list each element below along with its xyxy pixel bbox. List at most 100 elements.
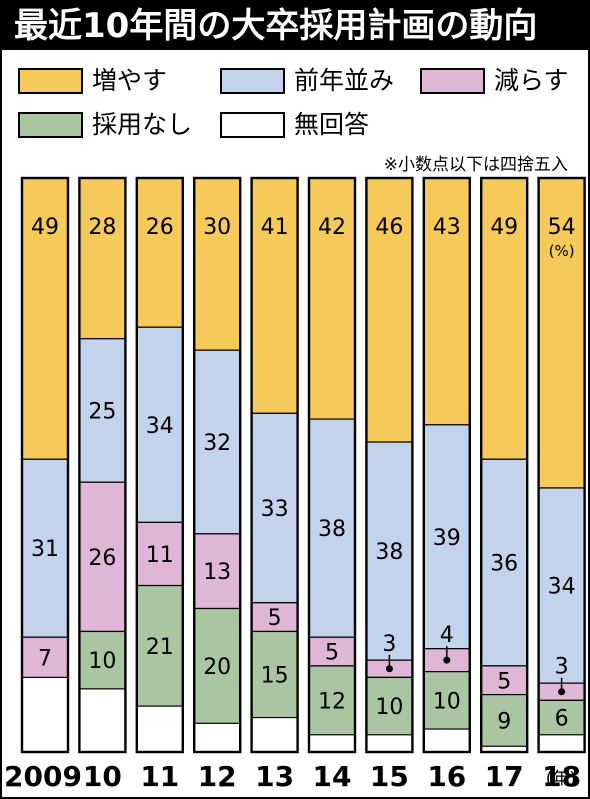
value-label-same-18: 34	[548, 575, 576, 600]
bar-17: 49 36 5 9	[480, 176, 529, 754]
value-label-same-10: 25	[88, 399, 116, 424]
bar-18: 54 34 3 6	[537, 176, 586, 754]
bar-2009: 49 31 7	[20, 176, 70, 754]
value-label-decrease-15: 3	[382, 632, 396, 657]
value-label-decrease-16: 4	[440, 623, 454, 648]
year-label-11: 11	[140, 760, 179, 793]
segment-none-17	[480, 693, 528, 747]
segment-decrease-12	[193, 533, 241, 610]
segment-none-15	[365, 676, 413, 736]
year-label-14: 14	[313, 760, 352, 793]
value-label-same-11: 34	[146, 414, 174, 439]
value-label-increase-15: 46	[375, 215, 403, 240]
year-label-18: 18	[542, 760, 581, 793]
value-label-none-14: 12	[318, 689, 346, 714]
legend-swatch-noanswer	[220, 112, 285, 138]
segment-same-14	[308, 418, 356, 638]
bar-outline-17	[480, 176, 529, 754]
bar-16: 43 39 4 10	[422, 176, 471, 754]
year-label-16: 16	[427, 760, 466, 793]
segment-none-11	[136, 584, 184, 707]
year-label-2009: 2009	[4, 760, 82, 793]
bar-13: 41 33 5 15	[250, 176, 299, 754]
segment-none-13	[251, 630, 299, 719]
value-label-increase-17: 49	[490, 215, 518, 240]
segment-none-16	[423, 671, 471, 730]
value-label-decrease-11: 11	[146, 543, 174, 568]
title-bar: 最近10年間の大卒採用計画の動向	[2, 2, 588, 50]
bar-outline-11	[135, 176, 185, 754]
segment-increase-10	[78, 177, 127, 340]
bar-outline-12	[192, 176, 242, 754]
segment-same-17	[480, 458, 528, 667]
year-unit-label: (年)	[546, 769, 576, 789]
year-label-17: 17	[485, 760, 524, 793]
legend-swatch-increase	[18, 68, 83, 94]
segment-decrease-2009	[21, 636, 69, 678]
bar-12: 30 32 13 20	[192, 176, 242, 754]
year-label-12: 12	[198, 760, 237, 793]
value-label-none-16: 10	[433, 689, 461, 714]
value-label-increase-11: 26	[146, 215, 174, 240]
bar-11: 26 34 11 21	[135, 176, 185, 754]
value-label-increase-13: 41	[261, 215, 289, 240]
bar-outline-18	[537, 176, 586, 754]
value-label-decrease-12: 13	[203, 560, 231, 585]
segment-increase-11	[136, 177, 184, 328]
value-label-decrease-14: 5	[325, 641, 339, 666]
rounding-note: ※小数点以下は四捨五入	[383, 155, 568, 175]
legend-label-increase: 増やす	[92, 66, 168, 95]
value-label-same-14: 38	[318, 517, 346, 542]
value-label-increase-16: 43	[433, 215, 461, 240]
value-label-same-12: 32	[203, 431, 231, 456]
value-label-same-13: 33	[261, 497, 289, 522]
value-label-same-2009: 31	[31, 537, 59, 562]
value-label-same-16: 39	[433, 526, 461, 551]
value-label-increase-12: 30	[203, 215, 231, 240]
segment-none-12	[193, 607, 241, 724]
bar-15: 46 38 3 10	[365, 176, 414, 754]
segment-increase-15	[365, 177, 413, 443]
value-label-increase-14: 42	[318, 215, 346, 240]
value-label-increase-10: 28	[88, 215, 116, 240]
value-label-none-13: 15	[261, 664, 289, 689]
bar-outline-16	[422, 176, 471, 754]
legend-swatch-same	[220, 68, 285, 94]
year-label-10: 10	[83, 760, 122, 793]
legend-label-none: 採用なし	[92, 110, 193, 139]
value-label-none-17: 9	[497, 709, 511, 734]
segment-same-2009	[21, 458, 69, 638]
legend-swatch-none	[18, 112, 83, 138]
legend-swatch-decrease	[420, 68, 485, 94]
segment-increase-13	[251, 177, 299, 414]
segment-decrease-13	[251, 602, 299, 633]
value-label-same-15: 38	[375, 540, 403, 565]
year-label-15: 15	[370, 760, 409, 793]
year-label-13: 13	[255, 760, 294, 793]
chart-title: 最近10年間の大卒採用計画の動向	[14, 6, 538, 46]
segment-same-13	[251, 412, 299, 604]
value-label-none-12: 20	[203, 655, 231, 680]
bar-14: 42 38 5 12	[307, 176, 357, 754]
value-label-none-10: 10	[88, 649, 116, 674]
segment-same-18	[537, 487, 586, 684]
value-label-decrease-10: 26	[88, 546, 116, 571]
value-label-none-15: 10	[375, 695, 403, 720]
segment-same-11	[136, 326, 184, 523]
segment-increase-12	[193, 177, 241, 351]
bar-outline-14	[307, 176, 357, 754]
segment-none-14	[308, 665, 356, 736]
value-label-decrease-18: 3	[555, 655, 569, 680]
value-label-increase-18: 54	[548, 215, 576, 240]
bar-outline-15	[365, 176, 414, 754]
legend-label-same: 前年並み	[294, 66, 395, 95]
segment-decrease-11	[136, 521, 184, 587]
bar-outline-2009	[20, 176, 70, 754]
bar-outline-10	[78, 176, 127, 754]
bar-outline-13	[250, 176, 299, 754]
percent-unit-label: (%)	[549, 242, 575, 260]
value-label-decrease-13: 5	[268, 606, 282, 631]
value-label-decrease-17: 5	[497, 669, 511, 694]
